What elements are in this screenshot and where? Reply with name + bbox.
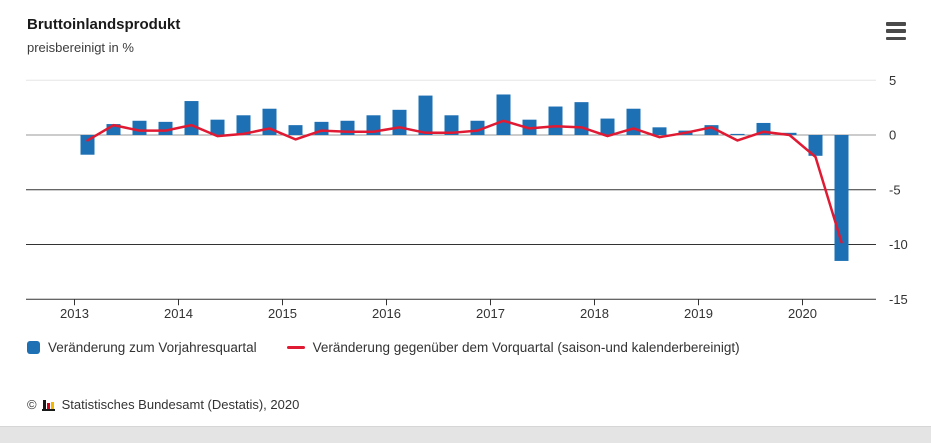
x-axis-label-2016: 2016 (372, 306, 401, 321)
chart-plot-area: 5 0 -5 -10 -15 2013 2014 2015 2016 2017 2018 2019 20… (26, 73, 908, 321)
copyright-symbol: © (27, 397, 37, 412)
legend-square-swatch (27, 341, 40, 354)
y-axis-label-0: 0 (889, 128, 896, 143)
hamburger-bar (886, 36, 906, 40)
legend-item-line[interactable]: Veränderung gegenüber dem Vorquartal (sa… (286, 340, 740, 355)
hamburger-menu-icon[interactable] (886, 22, 906, 40)
bar-2015-Q1[interactable] (288, 125, 303, 135)
bar-2017-Q3[interactable] (548, 106, 563, 135)
legend-item-bars[interactable]: Veränderung zum Vorjahresquartal (27, 340, 257, 355)
x-axis-label-2020: 2020 (788, 306, 817, 321)
bar-2014-Q2[interactable] (210, 119, 225, 135)
bar-2013-Q1[interactable] (80, 135, 95, 155)
x-axis-label-2013: 2013 (60, 306, 89, 321)
legend-label-bars: Veränderung zum Vorjahresquartal (48, 340, 257, 355)
bottom-strip (0, 426, 931, 443)
bar-2016-Q1[interactable] (392, 109, 407, 135)
chart-title: Bruttoinlandsprodukt (27, 16, 181, 33)
x-axis-label-2018: 2018 (580, 306, 609, 321)
bar-2018-Q1[interactable] (600, 118, 615, 135)
source-text: Statistisches Bundesamt (Destatis), 2020 (61, 397, 300, 412)
x-axis-label-2014: 2014 (164, 306, 193, 321)
y-axis-label-5: 5 (889, 73, 896, 88)
chart-subtitle: preisbereinigt in % (27, 40, 134, 55)
legend-line-swatch (286, 346, 305, 349)
bar-2020-Q1[interactable] (808, 135, 823, 156)
bar-2013-Q2[interactable] (106, 124, 121, 135)
bar-2019-Q1[interactable] (704, 125, 719, 135)
bar-2018-Q3[interactable] (652, 127, 667, 135)
y-axis-label--15: -15 (889, 292, 908, 307)
bar-2014-Q3[interactable] (236, 115, 251, 135)
bar-2013-Q3[interactable] (132, 120, 147, 135)
x-axis-label-2015: 2015 (268, 306, 297, 321)
bar-2019-Q2[interactable] (730, 133, 745, 135)
legend-label-line: Veränderung gegenüber dem Vorquartal (sa… (312, 340, 740, 355)
source-note: © Statistisches Bundesamt (Destatis), 20… (27, 397, 299, 412)
hamburger-bar (886, 29, 906, 33)
bar-2016-Q3[interactable] (444, 115, 459, 135)
bar-2014-Q1[interactable] (184, 101, 199, 135)
bar-2017-Q1[interactable] (496, 94, 511, 135)
hamburger-bar (886, 22, 906, 26)
y-axis-label--5: -5 (889, 182, 901, 197)
chart-legend: Veränderung zum Vorjahresquartal Verände… (27, 340, 740, 355)
line-series-vorquartal[interactable] (86, 119, 843, 244)
destatis-logo-icon (41, 399, 57, 411)
x-axis-label-2019: 2019 (684, 306, 713, 321)
x-axis-label-2017: 2017 (476, 306, 505, 321)
y-axis-label--10: -10 (889, 237, 908, 252)
bar-2016-Q2[interactable] (418, 95, 433, 135)
